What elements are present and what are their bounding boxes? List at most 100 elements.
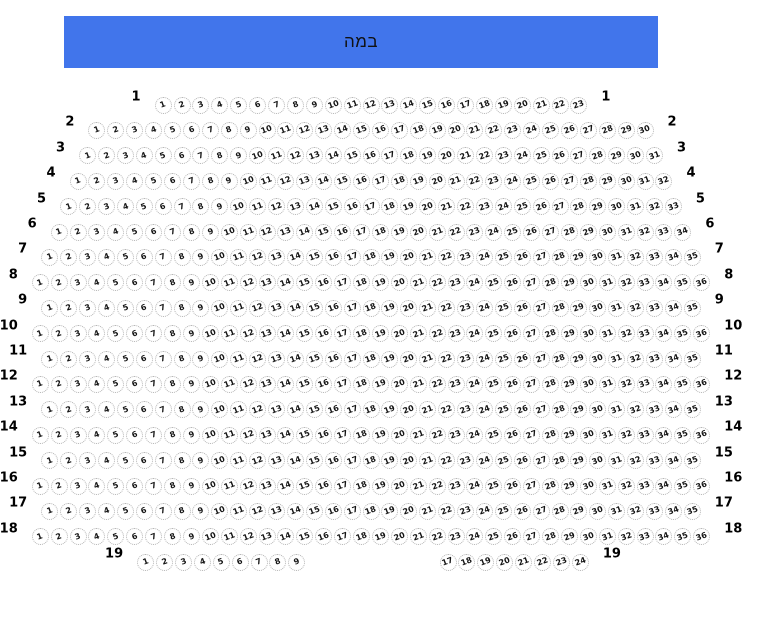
seat[interactable]: 23 — [447, 325, 465, 343]
seat[interactable]: 31 — [627, 198, 645, 216]
seat[interactable]: 32 — [617, 477, 635, 495]
seat[interactable]: 30 — [589, 299, 607, 317]
seat[interactable]: 13 — [268, 452, 285, 470]
seat[interactable]: 23 — [552, 553, 570, 571]
seat[interactable]: 7 — [201, 121, 219, 139]
seat[interactable]: 30 — [608, 198, 626, 216]
seat[interactable]: 16 — [343, 198, 361, 216]
seat[interactable]: 21 — [409, 426, 427, 444]
seat[interactable]: 22 — [428, 426, 446, 444]
seat[interactable]: 33 — [636, 426, 654, 444]
seat[interactable]: 11 — [230, 401, 248, 419]
seat[interactable]: 10 — [258, 121, 276, 139]
seat[interactable]: 21 — [409, 375, 427, 393]
seat[interactable]: 35 — [674, 426, 692, 444]
seat[interactable]: 32 — [627, 452, 645, 470]
seat[interactable]: 27 — [523, 528, 541, 546]
seat[interactable]: 5 — [107, 325, 125, 343]
seat[interactable]: 8 — [173, 401, 191, 419]
seat[interactable]: 6 — [173, 147, 191, 165]
seat[interactable]: 9 — [182, 426, 200, 444]
seat[interactable]: 19 — [371, 477, 389, 495]
seat[interactable]: 20 — [400, 502, 418, 520]
seat[interactable]: 11 — [277, 121, 295, 139]
seat[interactable]: 19 — [371, 375, 389, 393]
seat[interactable]: 12 — [296, 121, 314, 139]
seat[interactable]: 23 — [447, 528, 465, 546]
seat[interactable]: 19 — [428, 121, 446, 139]
seat[interactable]: 23 — [494, 147, 512, 165]
seat[interactable]: 17 — [343, 502, 361, 520]
seat[interactable]: 1 — [88, 121, 106, 139]
seat[interactable]: 28 — [589, 147, 607, 165]
seat[interactable]: 32 — [646, 198, 663, 216]
seat[interactable]: 6 — [154, 198, 172, 216]
seat[interactable]: 18 — [458, 553, 476, 571]
seat[interactable]: 23 — [457, 350, 474, 368]
seat[interactable]: 29 — [617, 121, 635, 139]
seat[interactable]: 28 — [551, 350, 569, 368]
seat[interactable]: 26 — [513, 350, 531, 368]
seat[interactable]: 20 — [390, 528, 408, 546]
seat[interactable]: 27 — [532, 452, 550, 470]
seat[interactable]: 28 — [551, 248, 569, 266]
seat[interactable]: 34 — [655, 426, 673, 444]
seat[interactable]: 1 — [79, 147, 96, 165]
seat[interactable]: 31 — [608, 350, 626, 368]
seat[interactable]: 18 — [475, 96, 493, 114]
seat[interactable]: 5 — [116, 502, 134, 520]
seat[interactable]: 14 — [400, 96, 418, 114]
seat[interactable]: 18 — [362, 350, 380, 368]
seat[interactable]: 11 — [230, 452, 248, 470]
seat[interactable]: 13 — [268, 350, 285, 368]
seat[interactable]: 3 — [69, 426, 87, 444]
seat[interactable]: 20 — [409, 223, 427, 241]
seat[interactable]: 4 — [97, 401, 115, 419]
seat[interactable]: 35 — [674, 325, 692, 343]
seat[interactable]: 17 — [334, 477, 352, 495]
seat[interactable]: 5 — [154, 147, 172, 165]
seat[interactable]: 35 — [683, 502, 701, 520]
seat[interactable]: 35 — [674, 477, 692, 495]
seat[interactable]: 11 — [268, 147, 285, 165]
seat[interactable]: 12 — [286, 147, 304, 165]
seat[interactable]: 28 — [560, 223, 578, 241]
seat[interactable]: 11 — [230, 248, 248, 266]
seat[interactable]: 26 — [513, 502, 531, 520]
seat[interactable]: 18 — [400, 147, 418, 165]
seat[interactable]: 25 — [485, 325, 503, 343]
seat[interactable]: 34 — [664, 299, 682, 317]
seat[interactable]: 30 — [589, 248, 607, 266]
seat[interactable]: 27 — [532, 248, 550, 266]
seat[interactable]: 20 — [400, 350, 418, 368]
seat[interactable]: 35 — [674, 375, 692, 393]
seat[interactable]: 9 — [182, 375, 200, 393]
seat[interactable]: 2 — [50, 325, 68, 343]
seat[interactable]: 22 — [438, 350, 456, 368]
seat[interactable]: 7 — [154, 350, 172, 368]
seat[interactable]: 10 — [220, 223, 238, 241]
seat[interactable]: 9 — [288, 553, 306, 571]
seat[interactable]: 11 — [220, 528, 238, 546]
seat[interactable]: 6 — [182, 121, 200, 139]
seat[interactable]: 26 — [504, 274, 522, 292]
seat[interactable]: 16 — [324, 350, 342, 368]
seat[interactable]: 31 — [598, 528, 616, 546]
seat[interactable]: 19 — [409, 172, 427, 190]
seat[interactable]: 31 — [608, 248, 626, 266]
seat[interactable]: 29 — [560, 375, 578, 393]
seat[interactable]: 29 — [608, 147, 626, 165]
seat[interactable]: 20 — [400, 299, 418, 317]
seat[interactable]: 2 — [60, 350, 78, 368]
seat[interactable]: 5 — [116, 248, 134, 266]
seat[interactable]: 33 — [646, 452, 663, 470]
seat[interactable]: 29 — [560, 477, 578, 495]
seat[interactable]: 31 — [636, 172, 654, 190]
seat[interactable]: 9 — [220, 172, 238, 190]
seat[interactable]: 6 — [126, 375, 144, 393]
seat[interactable]: 14 — [286, 350, 304, 368]
seat[interactable]: 10 — [201, 426, 219, 444]
seat[interactable]: 8 — [201, 172, 219, 190]
seat[interactable]: 11 — [220, 477, 238, 495]
seat[interactable]: 2 — [60, 452, 78, 470]
